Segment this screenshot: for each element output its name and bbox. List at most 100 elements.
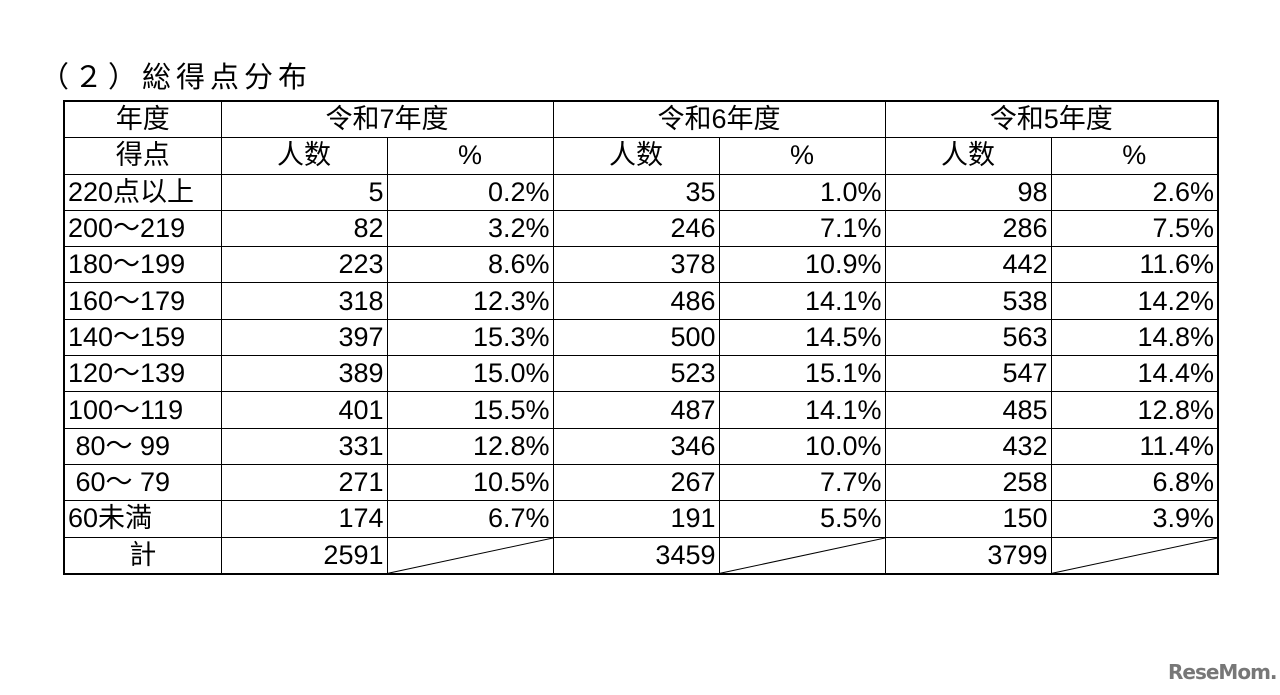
count-cell: 486 <box>552 282 720 320</box>
count-cell: 563 <box>884 318 1052 357</box>
count-cell: 331 <box>220 427 388 465</box>
percent-cell: 14.2% <box>1050 282 1219 320</box>
table-row: 160～179 318 12.3% 486 14.1% 538 14.2% <box>63 282 1219 320</box>
score-cell: 80～ 99 <box>63 427 222 465</box>
count-header: 人数 <box>884 137 1052 175</box>
percent-cell: 10.5% <box>386 463 554 502</box>
count-cell: 401 <box>220 391 388 429</box>
percent-cell: 3.2% <box>386 209 554 248</box>
count-cell: 286 <box>884 209 1052 248</box>
count-cell: 5 <box>220 173 388 211</box>
count-cell: 150 <box>884 500 1052 538</box>
score-cell: 120～139 <box>63 355 222 393</box>
percent-cell: 10.0% <box>718 427 886 465</box>
percent-cell: 12.8% <box>386 427 554 465</box>
percent-cell: 0.2% <box>386 173 554 211</box>
count-cell: 267 <box>552 463 720 502</box>
score-cell: 180～199 <box>63 246 222 284</box>
percent-cell: 7.7% <box>718 463 886 502</box>
count-cell: 82 <box>220 209 388 248</box>
total-label: 計 <box>63 536 222 575</box>
count-cell: 223 <box>220 246 388 284</box>
percent-header: % <box>386 137 554 175</box>
score-cell: 220点以上 <box>63 173 222 211</box>
count-header: 人数 <box>552 137 720 175</box>
table-row: 140～159 397 15.3% 500 14.5% 563 14.8% <box>63 318 1219 357</box>
total-count: 3799 <box>884 536 1052 575</box>
percent-header: % <box>1050 137 1219 175</box>
count-cell: 442 <box>884 246 1052 284</box>
count-header: 人数 <box>220 137 388 175</box>
count-cell: 547 <box>884 355 1052 393</box>
count-cell: 523 <box>552 355 720 393</box>
percent-cell: 15.3% <box>386 318 554 357</box>
count-cell: 258 <box>884 463 1052 502</box>
table-row: 180～199 223 8.6% 378 10.9% 442 11.6% <box>63 246 1219 284</box>
year-label: 年度 <box>63 100 222 139</box>
table-row: 220点以上 5 0.2% 35 1.0% 98 2.6% <box>63 173 1219 211</box>
percent-cell: 7.5% <box>1050 209 1219 248</box>
count-cell: 485 <box>884 391 1052 429</box>
percent-cell: 11.4% <box>1050 427 1219 465</box>
empty-diagonal-cell <box>1050 536 1219 575</box>
header-row-year: 年度 令和7年度 令和6年度 令和5年度 <box>63 100 1219 139</box>
count-cell: 397 <box>220 318 388 357</box>
score-cell: 200～219 <box>63 209 222 248</box>
score-distribution-table: 年度 令和7年度 令和6年度 令和5年度 得点 人数 % 人数 % 人数 % 2… <box>63 100 1219 575</box>
count-cell: 500 <box>552 318 720 357</box>
percent-cell: 8.6% <box>386 246 554 284</box>
table-row: 200～219 82 3.2% 246 7.1% 286 7.5% <box>63 209 1219 248</box>
total-count: 3459 <box>552 536 720 575</box>
count-cell: 271 <box>220 463 388 502</box>
section-title: （２）総得点分布 <box>40 60 313 94</box>
empty-diagonal-cell <box>386 536 554 575</box>
percent-cell: 15.1% <box>718 355 886 393</box>
percent-cell: 7.1% <box>718 209 886 248</box>
year-header: 令和5年度 <box>884 100 1219 139</box>
table-row: 80～ 99 331 12.8% 346 10.0% 432 11.4% <box>63 427 1219 465</box>
total-count: 2591 <box>220 536 388 575</box>
score-cell: 140～159 <box>63 318 222 357</box>
count-cell: 174 <box>220 500 388 538</box>
header-row-columns: 得点 人数 % 人数 % 人数 % <box>63 137 1219 175</box>
count-cell: 98 <box>884 173 1052 211</box>
count-cell: 538 <box>884 282 1052 320</box>
percent-cell: 5.5% <box>718 500 886 538</box>
count-cell: 346 <box>552 427 720 465</box>
percent-cell: 6.7% <box>386 500 554 538</box>
year-header: 令和6年度 <box>552 100 886 139</box>
count-cell: 191 <box>552 500 720 538</box>
percent-cell: 10.9% <box>718 246 886 284</box>
year-header: 令和7年度 <box>220 100 554 139</box>
percent-cell: 1.0% <box>718 173 886 211</box>
score-cell: 100～119 <box>63 391 222 429</box>
count-cell: 487 <box>552 391 720 429</box>
percent-cell: 6.8% <box>1050 463 1219 502</box>
score-cell: 60未満 <box>63 500 222 538</box>
count-cell: 389 <box>220 355 388 393</box>
percent-cell: 2.6% <box>1050 173 1219 211</box>
table-row: 60未満 174 6.7% 191 5.5% 150 3.9% <box>63 500 1219 538</box>
count-cell: 432 <box>884 427 1052 465</box>
score-cell: 160～179 <box>63 282 222 320</box>
percent-cell: 3.9% <box>1050 500 1219 538</box>
percent-cell: 11.6% <box>1050 246 1219 284</box>
percent-cell: 12.8% <box>1050 391 1219 429</box>
count-cell: 318 <box>220 282 388 320</box>
percent-cell: 14.4% <box>1050 355 1219 393</box>
percent-cell: 12.3% <box>386 282 554 320</box>
table-row: 100～119 401 15.5% 487 14.1% 485 12.8% <box>63 391 1219 429</box>
percent-cell: 14.8% <box>1050 318 1219 357</box>
table-row: 60～ 79 271 10.5% 267 7.7% 258 6.8% <box>63 463 1219 502</box>
count-cell: 35 <box>552 173 720 211</box>
percent-cell: 15.5% <box>386 391 554 429</box>
percent-cell: 14.1% <box>718 282 886 320</box>
percent-cell: 14.1% <box>718 391 886 429</box>
score-cell: 60～ 79 <box>63 463 222 502</box>
resemom-logo: ReseMom. <box>1168 660 1278 684</box>
count-cell: 246 <box>552 209 720 248</box>
total-row: 計 2591 3459 3799 <box>63 536 1219 575</box>
score-label: 得点 <box>63 137 222 175</box>
table-row: 120～139 389 15.0% 523 15.1% 547 14.4% <box>63 355 1219 393</box>
percent-header: % <box>718 137 886 175</box>
